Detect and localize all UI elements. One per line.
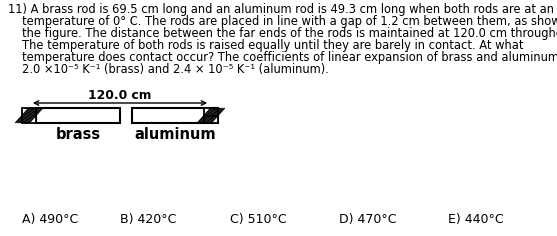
- Text: 11) A brass rod is 69.5 cm long and an aluminum rod is 49.3 cm long when both ro: 11) A brass rod is 69.5 cm long and an a…: [8, 3, 557, 16]
- Text: the figure. The distance between the far ends of the rods is maintained at 120.0: the figure. The distance between the far…: [22, 27, 557, 40]
- Bar: [36, 108, 120, 123]
- Text: A) 490°C: A) 490°C: [22, 213, 78, 226]
- Text: C) 510°C: C) 510°C: [229, 213, 286, 226]
- Text: The temperature of both rods is raised equally until they are barely in contact.: The temperature of both rods is raised e…: [22, 39, 524, 52]
- Bar: [204, 108, 218, 123]
- Text: E) 440°C: E) 440°C: [448, 213, 504, 226]
- Bar: [22, 108, 36, 123]
- Bar: [132, 108, 218, 123]
- Text: temperature does contact occur? The coefficients of linear expansion of brass an: temperature does contact occur? The coef…: [22, 51, 557, 64]
- Text: 120.0 cm: 120.0 cm: [89, 89, 152, 102]
- Text: brass: brass: [56, 127, 101, 142]
- Text: 2.0 ×10⁻⁵ K⁻¹ (brass) and 2.4 × 10⁻⁵ K⁻¹ (aluminum).: 2.0 ×10⁻⁵ K⁻¹ (brass) and 2.4 × 10⁻⁵ K⁻¹…: [22, 63, 329, 76]
- Text: D) 470°C: D) 470°C: [339, 213, 397, 226]
- Text: B) 420°C: B) 420°C: [120, 213, 176, 226]
- Text: temperature of 0° C. The rods are placed in line with a gap of 1.2 cm between th: temperature of 0° C. The rods are placed…: [22, 15, 557, 28]
- Text: aluminum: aluminum: [134, 127, 216, 142]
